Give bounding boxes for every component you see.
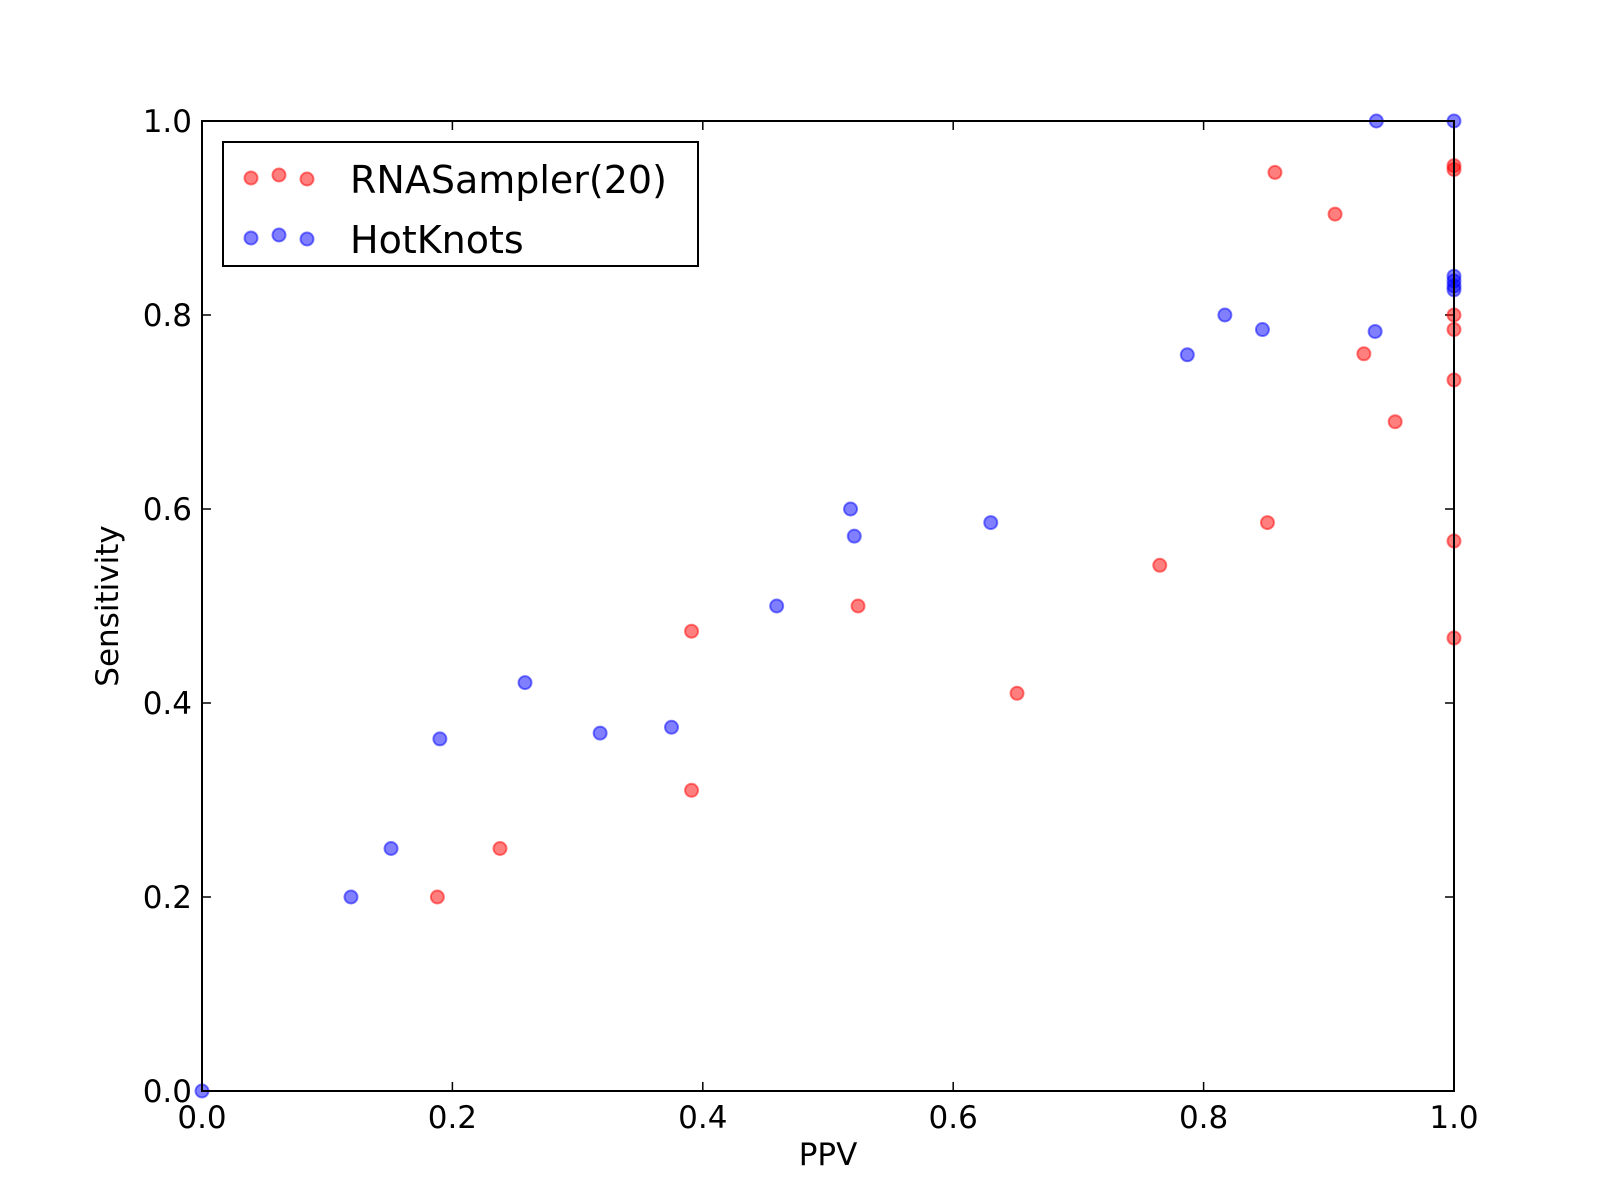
- y-tick-label: 0.0: [143, 1074, 192, 1110]
- scatter-point: [492, 841, 508, 856]
- y-tick-label: 0.6: [143, 492, 192, 528]
- scatter-point: [846, 528, 862, 544]
- scatter-point: [843, 501, 859, 517]
- scatter-point: [1009, 685, 1025, 701]
- scatter-point: [1217, 307, 1233, 323]
- scatter-point: [1327, 206, 1343, 222]
- scatter-point: [850, 598, 866, 614]
- scatter-point: [517, 675, 533, 691]
- scatter-point: [983, 515, 999, 531]
- legend-marker: [271, 167, 287, 183]
- legend-marker: [243, 170, 259, 186]
- y-tick-label: 0.2: [143, 880, 192, 916]
- legend-box: [222, 141, 699, 267]
- scatter-point: [1267, 164, 1283, 180]
- scatter-point: [1152, 557, 1168, 573]
- scatter-point: [769, 598, 785, 614]
- legend-marker: [243, 230, 259, 246]
- x-tick-label: 0.8: [1179, 1100, 1228, 1136]
- scatter-point: [684, 623, 700, 639]
- scatter-point: [429, 889, 445, 905]
- scatter-point: [592, 725, 608, 741]
- scatter-point: [1259, 515, 1275, 531]
- x-axis-label: PPV: [799, 1137, 858, 1173]
- plot-frame: [201, 120, 1455, 1092]
- scatter-point: [1367, 323, 1383, 339]
- scatter-point: [684, 782, 700, 798]
- legend-label: RNASampler(20): [350, 158, 667, 202]
- y-tick-label: 0.8: [143, 298, 192, 334]
- x-tick-label: 0.6: [929, 1100, 978, 1136]
- scatter-point: [1179, 347, 1195, 363]
- x-tick-label: 0.2: [428, 1100, 477, 1136]
- legend-label: HotKnots: [350, 218, 524, 262]
- x-tick-label: 0.4: [678, 1100, 727, 1136]
- scatter-point: [432, 731, 448, 747]
- legend-marker: [299, 171, 315, 187]
- legend-marker: [271, 227, 287, 243]
- scatter-point: [343, 889, 359, 905]
- scatter-point: [1356, 346, 1372, 362]
- legend-marker: [299, 231, 315, 247]
- y-tick-label: 0.4: [143, 686, 192, 722]
- x-tick-label: 1.0: [1429, 1100, 1478, 1136]
- x-tick-label: 0.0: [177, 1100, 226, 1136]
- scatter-point: [1254, 322, 1270, 338]
- y-axis-label: Sensitivity: [90, 525, 126, 686]
- scatter-point: [664, 719, 679, 735]
- y-tick-label: 1.0: [143, 104, 192, 140]
- scatter-point: [1387, 414, 1403, 430]
- scatter-point: [383, 841, 399, 856]
